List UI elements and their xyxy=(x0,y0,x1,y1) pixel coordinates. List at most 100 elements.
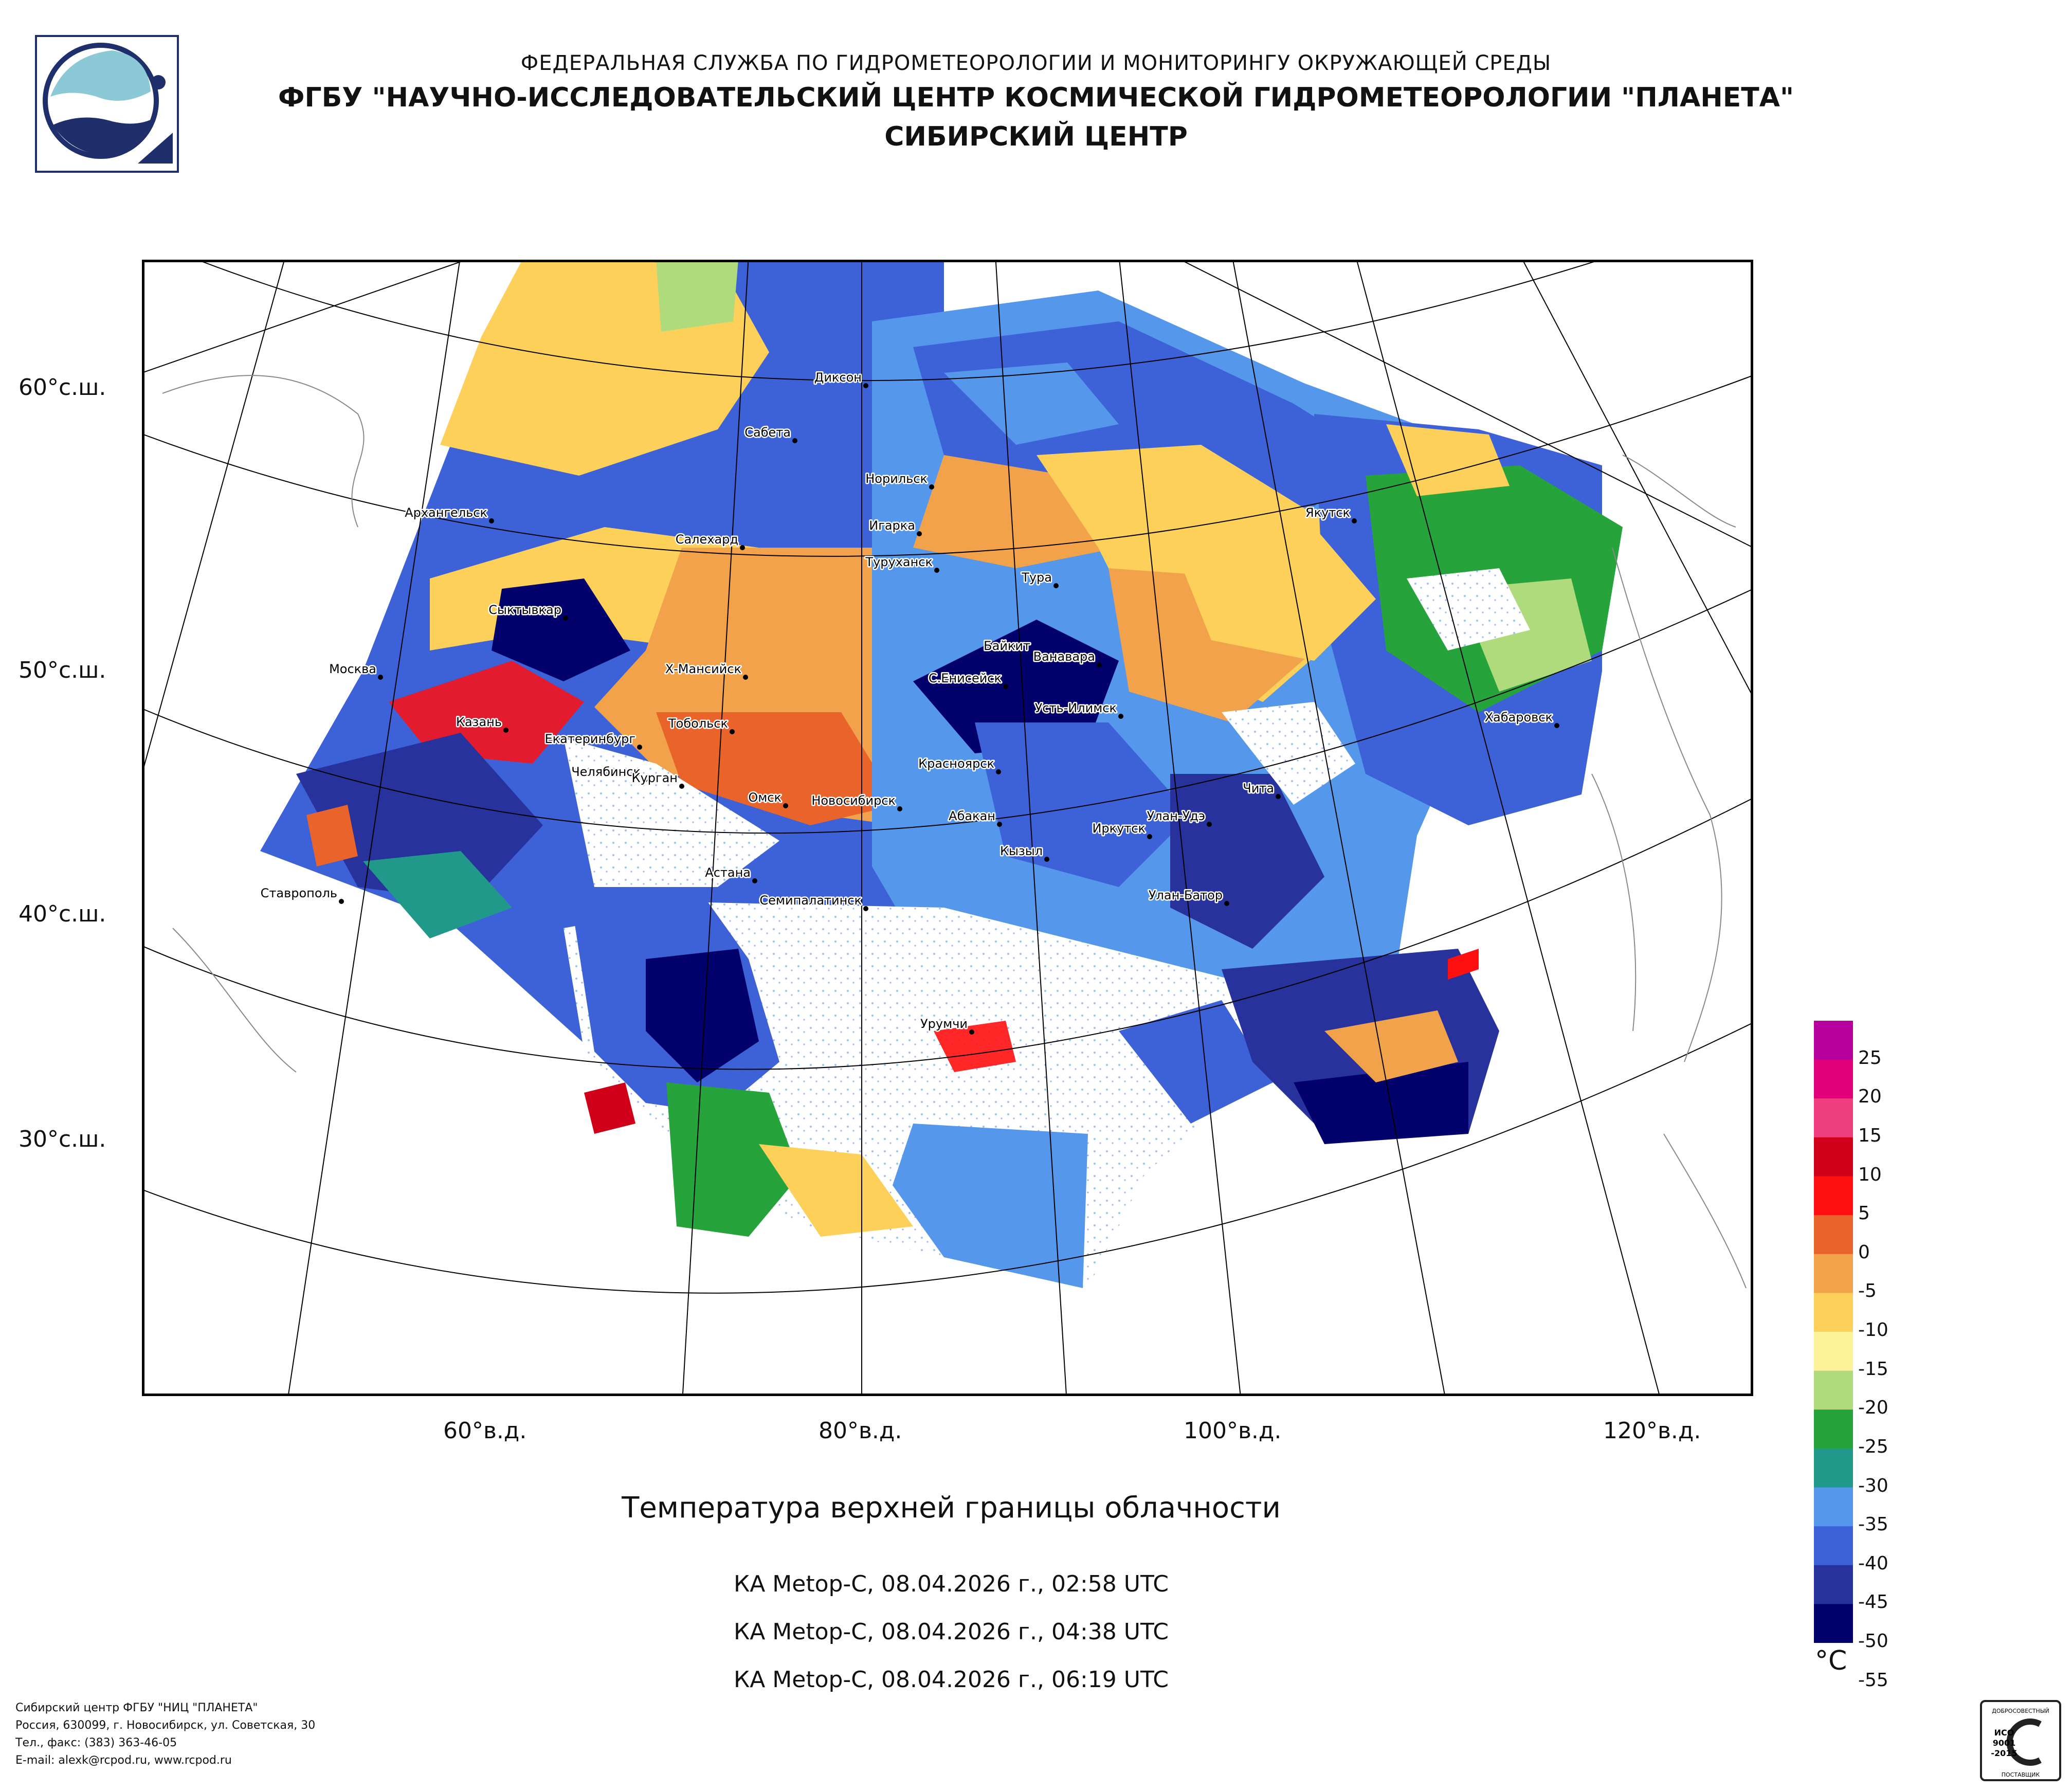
city-dot xyxy=(743,675,748,680)
city-dot xyxy=(1207,822,1212,827)
city-label: Абакан xyxy=(949,809,995,823)
legend-swatch xyxy=(1814,1487,1853,1527)
legend-swatch xyxy=(1814,1215,1853,1255)
legend-swatch xyxy=(1814,1409,1853,1449)
city-label: Х-Мансийск xyxy=(665,662,741,676)
header-institute: ФГБУ "НАУЧНО-ИССЛЕДОВАТЕЛЬСКИЙ ЦЕНТР КОС… xyxy=(278,82,1794,113)
iso-9001-badge: ДОБРОСОВЕСТНЫЙ ИСО 9001 -2015 ПОСТАВЩИК xyxy=(1979,1699,2062,1782)
iso-l3: -2015 xyxy=(1991,1748,2017,1758)
legend-label: -15 xyxy=(1858,1358,1888,1380)
city-label: Челябинск xyxy=(571,765,641,779)
city-dot xyxy=(897,806,902,811)
city-label: Москва xyxy=(329,662,376,676)
city-label: Урумчи xyxy=(920,1017,968,1031)
city-label: Чита xyxy=(1243,781,1274,795)
city-label: Астана xyxy=(705,865,751,880)
city-dot xyxy=(1032,652,1037,657)
lat-label-40: 40°с.ш. xyxy=(19,901,106,927)
city-dot xyxy=(863,383,868,388)
legend-swatch xyxy=(1814,1448,1853,1488)
lat-label-60: 60°с.ш. xyxy=(19,374,106,401)
lon-label-100: 100°в.д. xyxy=(1184,1418,1282,1444)
lat-label-30: 30°с.ш. xyxy=(19,1126,106,1152)
city-markers: Диксон Сабета Норильск Архангельск Игарка Сал… xyxy=(259,369,1559,1035)
city-dot xyxy=(1097,662,1102,667)
city-label: Архангельск xyxy=(405,505,487,520)
legend-label: -55 xyxy=(1858,1669,1888,1691)
city-dot xyxy=(997,822,1002,827)
city-label: Семипалатинск xyxy=(759,893,862,908)
legend-swatch xyxy=(1814,1565,1853,1605)
city-dot xyxy=(863,906,868,911)
iso-top-text: ДОБРОСОВЕСТНЫЙ xyxy=(1992,1708,2049,1714)
legend-swatch xyxy=(1814,1254,1853,1294)
city-dot xyxy=(637,745,642,750)
lat-label-50: 50°с.ш. xyxy=(19,657,106,683)
legend-unit: °C xyxy=(1815,1645,1847,1676)
city-label: Ставрополь xyxy=(261,886,337,900)
city-label: Норильск xyxy=(865,472,928,486)
city-dot xyxy=(740,545,745,550)
city-dot xyxy=(489,518,494,523)
legend-swatch xyxy=(1814,1137,1853,1177)
iso-l2: 9001 xyxy=(1993,1738,2016,1748)
graticule xyxy=(142,260,1753,1396)
legend-label: -30 xyxy=(1858,1475,1888,1496)
footer-line: Тел., факс: (383) 363-46-05 xyxy=(15,1736,177,1749)
city-dot xyxy=(1224,901,1229,906)
city-dot xyxy=(339,899,344,904)
pass-2: КА Metop-C, 08.04.2026 г., 04:38 UTC xyxy=(733,1619,1169,1645)
city-label: Новосибирск xyxy=(811,793,896,808)
city-label: Екатеринбург xyxy=(545,732,635,746)
city-label: Хабаровск xyxy=(1485,710,1553,725)
legend-label: 0 xyxy=(1858,1241,1870,1263)
legend-swatch xyxy=(1814,1332,1853,1371)
city-label: Казань xyxy=(456,715,502,729)
city-dot xyxy=(642,777,647,783)
city-dot xyxy=(1044,857,1049,862)
legend-label: 20 xyxy=(1858,1086,1882,1108)
legend-swatch xyxy=(1814,1098,1853,1138)
city-dot xyxy=(679,784,684,789)
city-dot xyxy=(783,803,788,808)
city-dot xyxy=(1003,684,1008,689)
lon-label-60: 60°в.д. xyxy=(443,1418,527,1444)
city-label: Кызыл xyxy=(1000,844,1043,858)
city-dot xyxy=(934,568,939,573)
city-label: Сыктывкар xyxy=(488,603,561,617)
city-dot xyxy=(730,729,735,734)
city-dot xyxy=(1352,518,1357,523)
city-dot xyxy=(752,878,757,883)
city-label: Диксон xyxy=(814,370,862,385)
city-label: Игарка xyxy=(869,518,915,533)
legend-label: 10 xyxy=(1858,1164,1882,1185)
city-label: Курган xyxy=(632,771,678,785)
city-label: Ванавара xyxy=(1033,649,1095,664)
legend-label: 5 xyxy=(1858,1203,1870,1224)
footer-line: Россия, 630099, г. Новосибирск, ул. Сове… xyxy=(15,1719,316,1732)
cloud-top-temperature-map: Диксон Сабета Норильск Архангельск Игарка Сал… xyxy=(141,259,1754,1397)
city-label: Омск xyxy=(748,790,781,805)
coastlines xyxy=(162,375,1747,1289)
legend-swatch xyxy=(1814,1526,1853,1566)
pass-1: КА Metop-C, 08.04.2026 г., 02:58 UTC xyxy=(733,1571,1169,1597)
legend-label: -25 xyxy=(1858,1436,1888,1457)
legend-swatch xyxy=(1814,1370,1853,1410)
city-label: Тобольск xyxy=(668,716,728,731)
city-dot xyxy=(1118,714,1123,719)
legend-label: -20 xyxy=(1858,1397,1888,1419)
city-label: Якутск xyxy=(1305,505,1350,520)
planeta-logo xyxy=(35,35,179,173)
city-label: Красноярск xyxy=(918,756,994,771)
legend-label: -50 xyxy=(1858,1631,1888,1652)
city-label: Усть-Илимск xyxy=(1035,701,1117,715)
pass-3: КА Metop-C, 08.04.2026 г., 06:19 UTC xyxy=(733,1667,1169,1693)
legend-label: -10 xyxy=(1858,1319,1888,1341)
city-dot xyxy=(1554,723,1559,728)
header-center: СИБИРСКИЙ ЦЕНТР xyxy=(884,121,1188,152)
legend-label: -35 xyxy=(1858,1514,1888,1535)
legend-swatch xyxy=(1814,1293,1853,1332)
map-title: Температура верхней границы облачности xyxy=(622,1491,1281,1525)
satellite-swath xyxy=(260,260,1623,1288)
city-label: Байкит xyxy=(984,639,1030,653)
